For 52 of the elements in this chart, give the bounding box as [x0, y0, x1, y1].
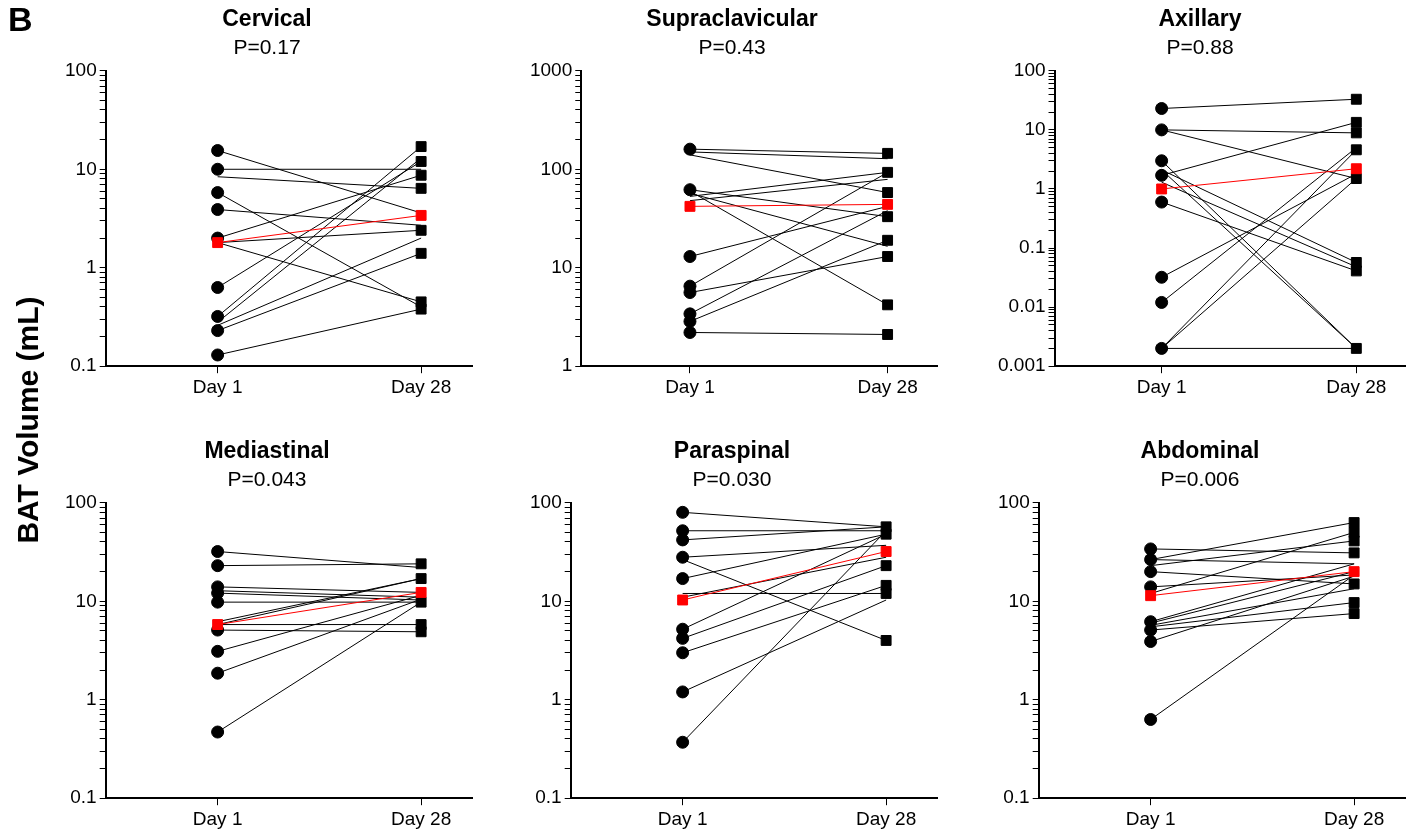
y-tick-label: 100	[65, 59, 97, 81]
y-tick-label: 1	[1019, 687, 1030, 709]
y-tick-label: 0.1	[70, 354, 97, 376]
x-tick-label: Day 28	[1326, 375, 1387, 397]
y-tick-label: 1	[1034, 177, 1046, 199]
x-tick-label: Day 1	[657, 807, 708, 829]
y-tick-label: 100	[998, 491, 1030, 513]
y-tick-label: 0.1	[70, 786, 97, 808]
chart-title: Mediastinal	[204, 437, 330, 464]
y-tick-label: 1000	[529, 59, 573, 81]
x-tick-label: Day 28	[1324, 807, 1385, 829]
x-tick-label: Day 1	[1125, 807, 1176, 829]
y-tick-label: 10	[75, 157, 97, 179]
y-tick-label: 0.1	[1019, 236, 1046, 258]
chart-subtitle: P=0.88	[1166, 35, 1234, 58]
y-tick-label: 10	[1024, 118, 1046, 140]
y-tick-label: 100	[540, 157, 573, 179]
y-tick-label: 100	[65, 491, 97, 513]
y-tick-label: 10	[540, 589, 562, 611]
y-tick-label: 1	[561, 354, 573, 376]
y-tick-label: 100	[1013, 59, 1046, 81]
chart-subtitle: P=0.030	[692, 467, 772, 490]
chart-title: Abdominal	[1140, 437, 1260, 464]
chart-title: Paraspinal	[673, 437, 791, 464]
y-tick-label: 10	[551, 255, 573, 277]
chart-title: Axillary	[1158, 5, 1242, 32]
x-tick-label: Day 1	[192, 807, 243, 829]
chart-subtitle: P=0.006	[1160, 467, 1240, 490]
text: B	[8, 0, 33, 39]
x-tick-label: Day 28	[391, 375, 452, 397]
x-tick-label: Day 1	[665, 375, 715, 397]
x-tick-label: Day 1	[192, 375, 243, 397]
y-tick-label: 1	[86, 687, 97, 709]
y-tick-label: 0.1	[535, 786, 562, 808]
chart-title: Supraclavicular	[646, 5, 818, 32]
y-tick-label: 0.01	[1008, 295, 1046, 317]
chart-subtitle: P=0.43	[698, 35, 766, 58]
y-tick-label: 10	[1008, 589, 1030, 611]
x-tick-label: Day 1	[1136, 375, 1187, 397]
y-tick-label: 1	[551, 687, 562, 709]
y-tick-label: 0.1	[1003, 786, 1030, 808]
x-tick-label: Day 28	[856, 807, 917, 829]
y-tick-label: 0.001	[998, 354, 1046, 376]
x-tick-label: Day 28	[857, 375, 918, 397]
x-tick-label: Day 28	[391, 807, 452, 829]
chart-subtitle: P=0.043	[227, 467, 307, 490]
y-tick-label: 10	[75, 589, 97, 611]
y-axis-title: BAT Volume (mL)	[11, 296, 45, 544]
chart-title: Cervical	[222, 5, 312, 32]
chart-subtitle: P=0.17	[233, 35, 301, 58]
y-tick-label: 1	[86, 255, 97, 277]
y-tick-label: 100	[530, 491, 562, 513]
